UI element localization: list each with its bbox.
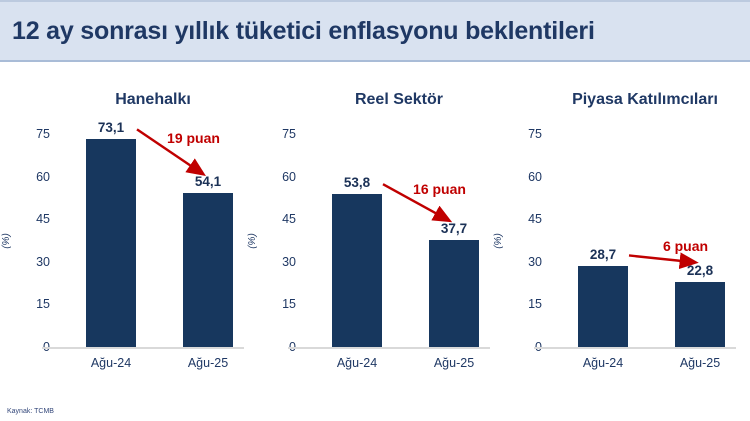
x-axis-tick-label: Ağu-24 (582, 356, 624, 370)
x-axis-tick-label: Ağu-24 (90, 356, 132, 370)
header-band: 12 ay sonrası yıllık tüketici enflasyonu… (0, 0, 750, 62)
y-axis-tick: 15 (282, 297, 296, 312)
y-axis-tick: 30 (282, 254, 296, 269)
y-axis-tick: 60 (528, 169, 542, 184)
change-label: 16 puan (413, 181, 466, 198)
y-axis-tick: 60 (36, 169, 50, 184)
y-axis-tick: 45 (528, 212, 542, 227)
bar-value-label: 54,1 (194, 174, 222, 190)
plot-area: (%) 0 15 30 45 60 75 53,8 Ağu-24 37,7 Ağu-25 16 pu… (247, 127, 490, 370)
x-axis-tick-label: Ağu-25 (187, 356, 229, 370)
y-axis-tick: 75 (282, 127, 296, 141)
plot-area: (%) 0 15 30 45 60 75 73,1 Ağu-24 54,1 Ağu-25 19 pu… (1, 120, 244, 370)
y-axis-tick: 0 (535, 340, 542, 354)
bar-value-label: 28,7 (589, 246, 617, 262)
y-axis-tick: 15 (528, 297, 542, 312)
bar-value-label: 37,7 (440, 220, 468, 236)
charts-area: Hanehalkı (%) 0 15 30 45 60 75 73,1 Ağu-24 54,1 A… (0, 62, 750, 370)
chart-title: Hanehalkı (115, 91, 191, 108)
y-axis-tick: 30 (528, 254, 542, 269)
change-label: 19 puan (167, 130, 220, 147)
decrease-arrow-icon (382, 183, 453, 223)
decrease-arrow-icon (628, 252, 699, 270)
y-axis-tick: 0 (289, 340, 296, 354)
chart-panel-piyasa-katilimcilari: Piyasa Katılımcıları (%) 0 15 30 45 60 75 28,7… (493, 90, 746, 370)
chart-panel-reel-sektor: Reel Sektör (%) 0 15 30 45 60 75 53,8 Ağu-24 37,… (247, 90, 500, 370)
bar-Ağu-24 (332, 194, 382, 347)
change-label: 6 puan (662, 237, 709, 254)
x-axis-tick-label: Ağu-24 (336, 356, 378, 370)
x-axis-tick-label: Ağu-25 (433, 356, 475, 370)
chart-title: Piyasa Katılımcıları (572, 91, 718, 108)
bar-Ağu-24 (578, 265, 628, 347)
source-note: Kaynak: TCMB (7, 408, 54, 415)
y-axis-tick: 60 (282, 169, 296, 184)
bar-Ağu-24 (86, 139, 136, 347)
y-axis-tick: 30 (36, 254, 50, 269)
bar-value-label: 53,8 (343, 175, 371, 191)
y-axis-tick: 75 (528, 127, 542, 141)
decrease-arrow-icon (136, 128, 206, 177)
y-axis-tick: 15 (36, 297, 50, 312)
x-axis-tick-label: Ağu-25 (679, 356, 721, 370)
chart-panel-hanehalki: Hanehalkı (%) 0 15 30 45 60 75 73,1 Ağu-24 54,1 A… (1, 90, 254, 370)
plot-area: (%) 0 15 30 45 60 75 28,7 Ağu-24 22,8 Ağu-25 6 pua… (493, 127, 736, 370)
chart-title: Reel Sektör (354, 91, 444, 108)
y-axis-tick: 75 (36, 127, 50, 141)
y-axis-tick: 45 (36, 212, 50, 227)
y-axis-tick: 45 (282, 212, 296, 227)
page-title: 12 ay sonrası yıllık tüketici enflasyonu… (12, 16, 595, 45)
bar-Ağu-25 (183, 193, 233, 347)
bar-Ağu-25 (675, 282, 725, 347)
bar-value-label: 73,1 (97, 120, 125, 136)
bar-Ağu-25 (429, 239, 479, 347)
y-axis-tick: 0 (43, 340, 50, 354)
